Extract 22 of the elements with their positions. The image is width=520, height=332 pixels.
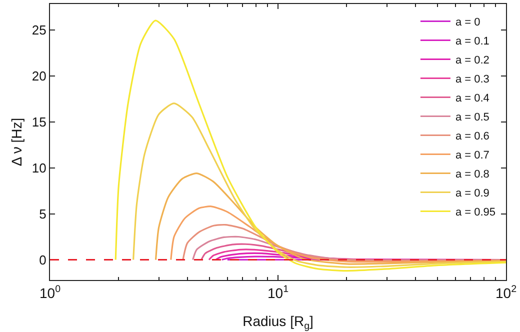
legend-label: a = 0.2 <box>455 54 490 67</box>
legend-label: a = 0.6 <box>455 130 490 143</box>
y-tick-label: 10 <box>32 160 46 176</box>
legend-label: a = 0.9 <box>455 188 490 200</box>
y-tick-label: 15 <box>32 114 46 130</box>
legend-label: a = 0.3 <box>455 74 490 86</box>
y-tick-label: 25 <box>32 22 46 38</box>
legend-label: a = 0.8 <box>455 168 490 181</box>
legend-label: a = 0.5 <box>455 112 490 124</box>
y-tick-label: 20 <box>32 68 46 84</box>
legend-label: a = 0 <box>455 16 480 29</box>
x-tick-label: 10$^{0}$ <box>39 284 62 301</box>
x-tick-label: 10$^{2}$ <box>495 284 517 301</box>
legend-label: a = 0.95 <box>455 206 496 219</box>
x-tick-label: 10$^{1}$ <box>267 284 289 301</box>
legend-label: a = 0.7 <box>455 150 490 162</box>
y-tick-label: 5 <box>39 206 46 222</box>
legend-label: a = 0.1 <box>455 36 490 48</box>
y-tick-label: 0 <box>39 252 46 268</box>
x-axis-title: Radius [R$_{g}$] <box>242 313 314 332</box>
legend-label: a = 0.4 <box>455 92 490 105</box>
y-axis-title: Δ ν [Hz] <box>8 118 25 166</box>
